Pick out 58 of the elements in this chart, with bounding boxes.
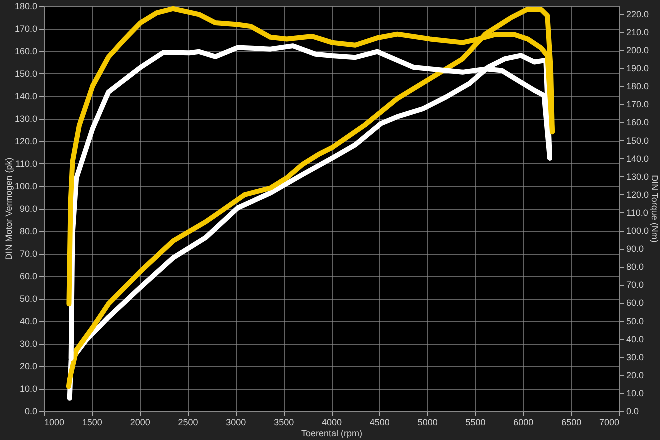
- y2-tick-label: 80.0: [626, 262, 644, 272]
- y2-tick-label: 10.0: [626, 388, 644, 398]
- y2-tick-label: 20.0: [626, 370, 644, 380]
- y-tick-label: 80.0: [20, 226, 38, 236]
- x-tick-label: 4500: [370, 418, 390, 428]
- x-tick-label: 6000: [514, 418, 534, 428]
- y2-tick-label: 30.0: [626, 352, 644, 362]
- y2-tick-label: 150.0: [626, 136, 650, 146]
- x-axis-title: Toerental (rpm): [301, 428, 363, 438]
- x-tick-label: 7000: [599, 418, 620, 428]
- y2-tick-label: 110.0: [626, 208, 648, 218]
- x-tick-label: 1500: [82, 418, 102, 428]
- y2-tick-label: 160.0: [626, 118, 650, 128]
- y-tick-label: 130.0: [14, 114, 38, 124]
- y2-tick-label: 120.0: [626, 190, 650, 200]
- x-tick-label: 2000: [130, 418, 150, 428]
- x-tick-label: 5000: [418, 418, 438, 428]
- y2-tick-label: 170.0: [626, 100, 650, 110]
- y2-tick-label: 90.0: [626, 244, 644, 254]
- y-tick-label: 10.0: [20, 384, 38, 394]
- y2-tick-label: 100.0: [626, 226, 650, 236]
- x-tick-label: 5500: [466, 418, 486, 428]
- y-axis-title: DIN Motor Vermogen (pk): [4, 158, 14, 260]
- y2-tick-label: 70.0: [626, 280, 644, 290]
- y2-tick-label: 40.0: [626, 334, 644, 344]
- y-tick-label: 30.0: [20, 339, 38, 349]
- y2-tick-label: 180.0: [626, 82, 650, 92]
- y-tick-label: 150.0: [14, 69, 38, 79]
- y-tick-label: 0.0: [24, 406, 38, 416]
- x-tick-label: 1000: [44, 418, 65, 428]
- y-tick-label: 70.0: [20, 249, 38, 259]
- x-tick-label: 6500: [562, 418, 582, 428]
- y2-tick-label: 60.0: [626, 298, 644, 308]
- y2-tick-label: 200.0: [626, 46, 650, 56]
- x-tick-label: 4000: [322, 418, 342, 428]
- y-tick-label: 140.0: [14, 92, 38, 102]
- x-tick-label: 2500: [178, 418, 198, 428]
- y2-tick-label: 140.0: [626, 154, 650, 164]
- y-tick-label: 50.0: [20, 294, 38, 304]
- y-tick-label: 110.0: [16, 159, 38, 169]
- y-tick-label: 170.0: [14, 24, 38, 34]
- y2-tick-label: 190.0: [626, 64, 650, 74]
- y-tick-label: 40.0: [20, 316, 38, 326]
- x-tick-label: 3500: [274, 418, 294, 428]
- y-tick-label: 90.0: [20, 204, 38, 214]
- y-tick-label: 160.0: [14, 46, 38, 56]
- y2-tick-label: 130.0: [626, 172, 650, 182]
- y2-tick-label: 220.0: [626, 9, 650, 20]
- y-tick-label: 100.0: [14, 182, 38, 192]
- y-tick-label: 60.0: [20, 272, 38, 282]
- y2-axis-title: DIN Torque (Nm): [650, 175, 660, 243]
- y2-tick-label: 0.0: [626, 406, 640, 416]
- y-tick-label: 120.0: [14, 136, 38, 146]
- y2-tick-label: 210.0: [626, 27, 650, 38]
- x-tick-label: 3000: [226, 418, 246, 428]
- y2-tick-label: 50.0: [626, 316, 644, 326]
- y-tick-label: 20.0: [20, 362, 38, 372]
- y-tick-label: 180.0: [14, 2, 38, 12]
